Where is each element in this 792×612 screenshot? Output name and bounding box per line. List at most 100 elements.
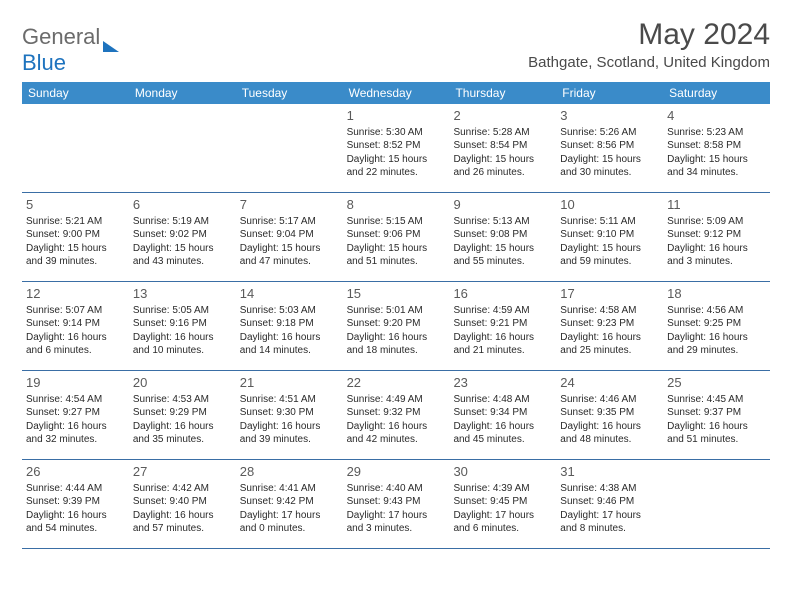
day-header: Friday <box>556 82 663 104</box>
daylight-text: Daylight: 15 hours and 22 minutes. <box>347 153 446 180</box>
sunrise-text: Sunrise: 5:05 AM <box>133 304 232 318</box>
sunrise-text: Sunrise: 4:49 AM <box>347 393 446 407</box>
sunset-text: Sunset: 9:23 PM <box>560 317 659 331</box>
header: General Blue May 2024 Bathgate, Scotland… <box>22 18 770 76</box>
day-cell: 19Sunrise: 4:54 AMSunset: 9:27 PMDayligh… <box>22 371 129 459</box>
daylight-text: Daylight: 16 hours and 54 minutes. <box>26 509 125 536</box>
day-number: 5 <box>26 196 125 214</box>
sunset-text: Sunset: 9:39 PM <box>26 495 125 509</box>
daylight-text: Daylight: 17 hours and 8 minutes. <box>560 509 659 536</box>
daylight-text: Daylight: 15 hours and 43 minutes. <box>133 242 232 269</box>
sunset-text: Sunset: 9:40 PM <box>133 495 232 509</box>
day-header: Thursday <box>449 82 556 104</box>
day-cell: 7Sunrise: 5:17 AMSunset: 9:04 PMDaylight… <box>236 193 343 281</box>
week-row: 26Sunrise: 4:44 AMSunset: 9:39 PMDayligh… <box>22 460 770 549</box>
daylight-text: Daylight: 16 hours and 45 minutes. <box>453 420 552 447</box>
sunset-text: Sunset: 9:02 PM <box>133 228 232 242</box>
sunrise-text: Sunrise: 4:42 AM <box>133 482 232 496</box>
day-cell: 18Sunrise: 4:56 AMSunset: 9:25 PMDayligh… <box>663 282 770 370</box>
daylight-text: Daylight: 16 hours and 35 minutes. <box>133 420 232 447</box>
day-cell <box>129 104 236 192</box>
calendar-table: SundayMondayTuesdayWednesdayThursdayFrid… <box>22 82 770 549</box>
sunset-text: Sunset: 9:20 PM <box>347 317 446 331</box>
sunrise-text: Sunrise: 5:26 AM <box>560 126 659 140</box>
daylight-text: Daylight: 15 hours and 47 minutes. <box>240 242 339 269</box>
day-cell: 16Sunrise: 4:59 AMSunset: 9:21 PMDayligh… <box>449 282 556 370</box>
day-number: 20 <box>133 374 232 392</box>
title-block: May 2024 Bathgate, Scotland, United King… <box>528 18 770 71</box>
daylight-text: Daylight: 16 hours and 18 minutes. <box>347 331 446 358</box>
sunrise-text: Sunrise: 4:48 AM <box>453 393 552 407</box>
daylight-text: Daylight: 16 hours and 25 minutes. <box>560 331 659 358</box>
sunset-text: Sunset: 9:12 PM <box>667 228 766 242</box>
daylight-text: Daylight: 15 hours and 59 minutes. <box>560 242 659 269</box>
sunset-text: Sunset: 9:37 PM <box>667 406 766 420</box>
day-cell: 10Sunrise: 5:11 AMSunset: 9:10 PMDayligh… <box>556 193 663 281</box>
sunrise-text: Sunrise: 4:46 AM <box>560 393 659 407</box>
sunrise-text: Sunrise: 5:28 AM <box>453 126 552 140</box>
sunrise-text: Sunrise: 5:15 AM <box>347 215 446 229</box>
day-number: 26 <box>26 463 125 481</box>
day-number: 7 <box>240 196 339 214</box>
sunrise-text: Sunrise: 5:23 AM <box>667 126 766 140</box>
day-header: Wednesday <box>343 82 450 104</box>
daylight-text: Daylight: 16 hours and 10 minutes. <box>133 331 232 358</box>
sunrise-text: Sunrise: 4:41 AM <box>240 482 339 496</box>
daylight-text: Daylight: 16 hours and 29 minutes. <box>667 331 766 358</box>
sunrise-text: Sunrise: 4:58 AM <box>560 304 659 318</box>
location-text: Bathgate, Scotland, United Kingdom <box>528 54 770 71</box>
sunrise-text: Sunrise: 4:59 AM <box>453 304 552 318</box>
day-cell: 17Sunrise: 4:58 AMSunset: 9:23 PMDayligh… <box>556 282 663 370</box>
sunset-text: Sunset: 9:06 PM <box>347 228 446 242</box>
daylight-text: Daylight: 17 hours and 0 minutes. <box>240 509 339 536</box>
sunset-text: Sunset: 9:00 PM <box>26 228 125 242</box>
day-cell <box>663 460 770 548</box>
day-cell: 29Sunrise: 4:40 AMSunset: 9:43 PMDayligh… <box>343 460 450 548</box>
day-cell: 30Sunrise: 4:39 AMSunset: 9:45 PMDayligh… <box>449 460 556 548</box>
day-cell: 12Sunrise: 5:07 AMSunset: 9:14 PMDayligh… <box>22 282 129 370</box>
day-number: 18 <box>667 285 766 303</box>
sunset-text: Sunset: 8:58 PM <box>667 139 766 153</box>
day-number: 13 <box>133 285 232 303</box>
day-number: 3 <box>560 107 659 125</box>
day-number: 21 <box>240 374 339 392</box>
day-number: 25 <box>667 374 766 392</box>
month-title: May 2024 <box>528 18 770 52</box>
sunset-text: Sunset: 9:18 PM <box>240 317 339 331</box>
day-header: Sunday <box>22 82 129 104</box>
daylight-text: Daylight: 15 hours and 30 minutes. <box>560 153 659 180</box>
day-number: 23 <box>453 374 552 392</box>
daylight-text: Daylight: 15 hours and 26 minutes. <box>453 153 552 180</box>
day-number: 31 <box>560 463 659 481</box>
day-cell: 5Sunrise: 5:21 AMSunset: 9:00 PMDaylight… <box>22 193 129 281</box>
sunset-text: Sunset: 9:34 PM <box>453 406 552 420</box>
day-number: 9 <box>453 196 552 214</box>
sunset-text: Sunset: 9:42 PM <box>240 495 339 509</box>
sunset-text: Sunset: 9:27 PM <box>26 406 125 420</box>
daylight-text: Daylight: 16 hours and 39 minutes. <box>240 420 339 447</box>
sunrise-text: Sunrise: 4:56 AM <box>667 304 766 318</box>
sunrise-text: Sunrise: 4:40 AM <box>347 482 446 496</box>
sunset-text: Sunset: 9:30 PM <box>240 406 339 420</box>
day-cell: 11Sunrise: 5:09 AMSunset: 9:12 PMDayligh… <box>663 193 770 281</box>
sunrise-text: Sunrise: 5:11 AM <box>560 215 659 229</box>
sunset-text: Sunset: 9:45 PM <box>453 495 552 509</box>
day-cell: 8Sunrise: 5:15 AMSunset: 9:06 PMDaylight… <box>343 193 450 281</box>
day-cell <box>236 104 343 192</box>
sunrise-text: Sunrise: 5:30 AM <box>347 126 446 140</box>
day-number: 28 <box>240 463 339 481</box>
day-cell: 20Sunrise: 4:53 AMSunset: 9:29 PMDayligh… <box>129 371 236 459</box>
day-cell: 28Sunrise: 4:41 AMSunset: 9:42 PMDayligh… <box>236 460 343 548</box>
daylight-text: Daylight: 16 hours and 32 minutes. <box>26 420 125 447</box>
day-number: 19 <box>26 374 125 392</box>
sunrise-text: Sunrise: 5:01 AM <box>347 304 446 318</box>
day-cell: 3Sunrise: 5:26 AMSunset: 8:56 PMDaylight… <box>556 104 663 192</box>
sunrise-text: Sunrise: 5:13 AM <box>453 215 552 229</box>
sunrise-text: Sunrise: 4:53 AM <box>133 393 232 407</box>
day-number: 24 <box>560 374 659 392</box>
daylight-text: Daylight: 16 hours and 14 minutes. <box>240 331 339 358</box>
daylight-text: Daylight: 15 hours and 51 minutes. <box>347 242 446 269</box>
day-cell: 23Sunrise: 4:48 AMSunset: 9:34 PMDayligh… <box>449 371 556 459</box>
daylight-text: Daylight: 15 hours and 34 minutes. <box>667 153 766 180</box>
day-cell: 22Sunrise: 4:49 AMSunset: 9:32 PMDayligh… <box>343 371 450 459</box>
